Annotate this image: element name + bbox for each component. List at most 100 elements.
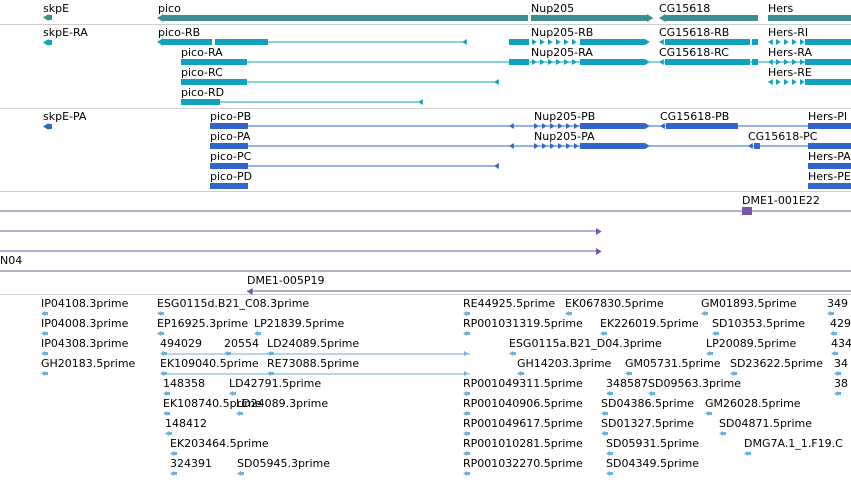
transcript-glyph[interactable]: [792, 79, 797, 85]
est-glyph[interactable]: [161, 332, 164, 335]
transcript-glyph[interactable]: [540, 59, 545, 65]
transcript-glyph[interactable]: [792, 59, 797, 65]
est-glyph[interactable]: [701, 311, 705, 316]
feature-label[interactable]: Nup205-RB: [531, 26, 594, 39]
transcript-glyph[interactable]: [805, 79, 851, 85]
protein-glyph[interactable]: [574, 123, 579, 129]
protein-glyph[interactable]: [509, 143, 514, 149]
feature-label[interactable]: SD04349.5prime: [606, 457, 699, 470]
est-glyph[interactable]: [163, 391, 167, 396]
feature-label[interactable]: pico-PB: [210, 110, 252, 123]
protein-glyph[interactable]: [550, 123, 555, 129]
clone-glyph[interactable]: [247, 288, 253, 295]
est-glyph[interactable]: [716, 332, 719, 335]
feature-label[interactable]: Hers: [768, 2, 794, 15]
est-glyph[interactable]: [705, 312, 708, 315]
transcript-glyph[interactable]: [157, 38, 164, 46]
est-glyph[interactable]: [834, 391, 838, 396]
gene-CG15618-glyph[interactable]: [659, 14, 666, 22]
gene-pico-glyph[interactable]: [163, 15, 528, 21]
est-glyph[interactable]: [831, 351, 835, 356]
est-glyph[interactable]: [838, 372, 841, 375]
transcript-glyph[interactable]: [548, 39, 553, 45]
gene-CG15618-glyph[interactable]: [665, 15, 758, 21]
protein-glyph[interactable]: [558, 143, 563, 149]
protein-glyph[interactable]: [494, 163, 499, 169]
est-glyph[interactable]: [610, 392, 613, 395]
feature-label[interactable]: GM26028.5prime: [705, 397, 801, 410]
transcript-glyph[interactable]: [792, 39, 797, 45]
feature-label[interactable]: skpE-RA: [43, 26, 88, 39]
transcript-glyph[interactable]: [572, 59, 577, 65]
est-glyph[interactable]: [157, 311, 161, 316]
est-glyph[interactable]: [233, 392, 236, 395]
est-glyph[interactable]: [170, 471, 174, 476]
feature-label[interactable]: N04: [0, 254, 23, 267]
est-glyph[interactable]: [744, 451, 748, 456]
feature-label[interactable]: Nup205: [531, 2, 575, 15]
transcript-glyph[interactable]: [548, 59, 553, 65]
est-glyph[interactable]: [463, 411, 467, 416]
transcript-glyph[interactable]: [580, 39, 645, 45]
transcript-glyph[interactable]: [800, 39, 805, 45]
protein-glyph[interactable]: [660, 123, 665, 129]
est-glyph[interactable]: [834, 371, 838, 376]
transcript-glyph[interactable]: [784, 59, 789, 65]
est-glyph[interactable]: [521, 372, 524, 375]
est-glyph[interactable]: [157, 331, 161, 336]
est-glyph[interactable]: [463, 451, 467, 456]
transcript-glyph[interactable]: [48, 40, 52, 45]
protein-glyph[interactable]: [574, 143, 579, 149]
transcript-glyph[interactable]: [494, 79, 499, 85]
est-glyph[interactable]: [467, 412, 470, 415]
transcript-glyph[interactable]: [805, 59, 851, 65]
est-glyph[interactable]: [517, 371, 521, 376]
feature-label[interactable]: 20554: [224, 337, 259, 350]
feature-label[interactable]: RP001040906.5prime: [463, 397, 583, 410]
feature-label[interactable]: GH14203.3prime: [517, 357, 612, 370]
est-glyph[interactable]: [513, 352, 516, 355]
feature-label[interactable]: IP04108.3prime: [41, 297, 129, 310]
clone-glyph[interactable]: [596, 228, 602, 235]
gene-pico-glyph[interactable]: [157, 14, 164, 22]
protein-glyph[interactable]: [808, 163, 851, 169]
transcript-glyph[interactable]: [462, 39, 467, 45]
est-glyph[interactable]: [41, 351, 45, 356]
feature-label[interactable]: pico-RB: [158, 26, 201, 39]
transcript-glyph[interactable]: [752, 59, 758, 65]
feature-label[interactable]: Hers-PI: [808, 110, 848, 123]
transcript-glyph[interactable]: [784, 39, 789, 45]
feature-label[interactable]: Hers-RI: [768, 26, 809, 39]
est-glyph[interactable]: [705, 411, 709, 416]
protein-glyph[interactable]: [566, 123, 571, 129]
protein-glyph[interactable]: [580, 123, 645, 129]
est-glyph[interactable]: [229, 391, 233, 396]
est-glyph[interactable]: [167, 412, 170, 415]
est-glyph[interactable]: [730, 371, 734, 376]
transcript-glyph[interactable]: [181, 79, 247, 85]
transcript-glyph[interactable]: [768, 39, 773, 45]
feature-label[interactable]: pico-PA: [210, 130, 251, 143]
est-glyph[interactable]: [625, 371, 629, 376]
est-glyph[interactable]: [723, 432, 726, 435]
est-glyph[interactable]: [41, 371, 45, 376]
est-glyph[interactable]: [174, 452, 177, 455]
est-glyph[interactable]: [41, 311, 45, 316]
est-glyph[interactable]: [831, 312, 834, 315]
est-glyph[interactable]: [569, 312, 572, 315]
est-glyph[interactable]: [734, 372, 737, 375]
est-glyph[interactable]: [610, 452, 613, 455]
feature-label[interactable]: SD09563.3prime: [648, 377, 741, 390]
feature-label[interactable]: Hers-RE: [768, 66, 812, 79]
est-glyph[interactable]: [170, 451, 174, 456]
protein-glyph[interactable]: [210, 163, 248, 169]
feature-label[interactable]: IP04008.3prime: [41, 317, 129, 330]
est-glyph[interactable]: [610, 472, 613, 475]
feature-label[interactable]: IP04308.3prime: [41, 337, 129, 350]
protein-glyph[interactable]: [808, 183, 851, 189]
feature-label[interactable]: 148412: [165, 417, 207, 430]
transcript-glyph[interactable]: [800, 59, 805, 65]
feature-label[interactable]: RE44925.5prime: [463, 297, 556, 310]
feature-label[interactable]: Hers-RA: [768, 46, 812, 59]
feature-label[interactable]: 494029: [160, 337, 202, 350]
